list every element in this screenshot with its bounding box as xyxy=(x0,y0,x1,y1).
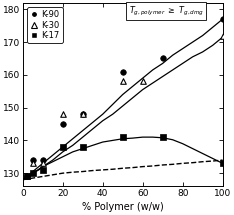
X-axis label: % Polymer (w/w): % Polymer (w/w) xyxy=(82,202,164,212)
Point xyxy=(61,122,65,126)
Point xyxy=(25,175,29,178)
Point xyxy=(121,70,124,73)
Point xyxy=(121,80,124,83)
Point xyxy=(61,145,65,149)
Point xyxy=(61,112,65,116)
Text: $T_{g,polymer}\ \geq\ T_{g,dmg}$: $T_{g,polymer}\ \geq\ T_{g,dmg}$ xyxy=(129,5,204,18)
Point xyxy=(81,112,85,116)
Point xyxy=(25,175,29,178)
Point xyxy=(41,158,45,162)
Point xyxy=(221,17,224,21)
Point xyxy=(31,171,35,175)
Point xyxy=(31,158,35,162)
Point xyxy=(41,168,45,172)
Point xyxy=(41,162,45,165)
Point xyxy=(221,162,224,165)
Point xyxy=(121,135,124,139)
Point xyxy=(81,112,85,116)
Point xyxy=(161,57,165,60)
Point xyxy=(81,145,85,149)
Point xyxy=(25,175,29,178)
Point xyxy=(221,34,224,37)
Point xyxy=(161,135,165,139)
Legend: K-90, K-30, K-17: K-90, K-30, K-17 xyxy=(27,7,63,43)
Point xyxy=(31,162,35,165)
Point xyxy=(141,80,145,83)
